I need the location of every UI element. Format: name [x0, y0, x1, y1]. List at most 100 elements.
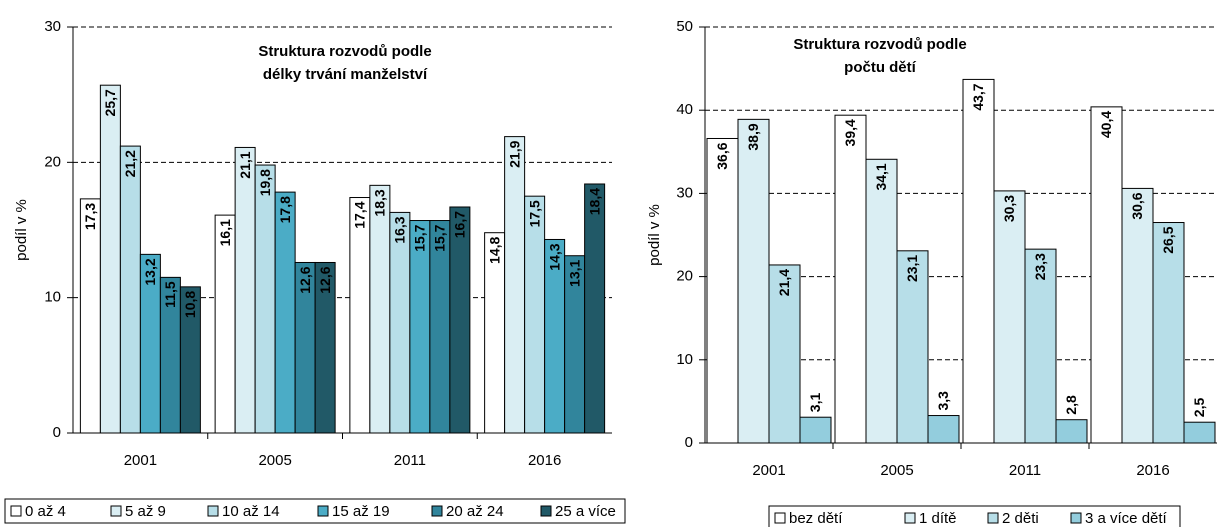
value-label: 15,7: [432, 224, 448, 251]
value-label: 14,8: [486, 236, 502, 263]
x-tick-label: 2011: [1009, 462, 1041, 479]
y-axis-label: podíl v %: [646, 204, 663, 266]
value-label: 16,1: [217, 219, 233, 246]
legend-swatch: [987, 512, 999, 524]
value-label: 3,3: [935, 391, 951, 411]
value-label: 23,1: [904, 255, 920, 282]
bar: [349, 197, 371, 434]
legend-swatch: [540, 505, 552, 517]
legend-swatch: [207, 505, 219, 517]
legend-label: 10 až 14: [222, 503, 280, 520]
chart-title: Struktura rozvodů podle: [793, 36, 966, 53]
value-label: 18,3: [372, 189, 388, 216]
bar: [865, 158, 898, 444]
legend-swatch: [431, 505, 443, 517]
legend-swatch: [904, 512, 916, 524]
value-label: 17,8: [277, 196, 293, 223]
value-label: 40,4: [1098, 111, 1114, 138]
x-tick-label: 2016: [1136, 462, 1169, 479]
bar: [234, 146, 256, 434]
bar: [927, 415, 960, 444]
legend-label: 25 a více: [555, 503, 616, 520]
value-label: 2,8: [1063, 395, 1079, 415]
value-label: 12,6: [297, 266, 313, 293]
bar: [254, 164, 276, 434]
legend-label: 3 a více dětí: [1085, 510, 1168, 527]
bar: [799, 416, 832, 444]
legend-swatch: [10, 505, 22, 517]
legend-label: 15 až 19: [332, 503, 390, 520]
y-tick-label: 50: [676, 18, 693, 35]
y-axis-label: podíl v %: [13, 199, 30, 261]
value-label: 21,9: [506, 140, 522, 167]
legend-label: bez dětí: [789, 510, 843, 527]
bar: [834, 114, 867, 444]
x-tick-label: 2005: [258, 452, 291, 469]
bar: [993, 190, 1026, 444]
value-label: 38,9: [745, 123, 761, 150]
legend-swatch: [317, 505, 329, 517]
value-label: 17,4: [352, 201, 368, 228]
value-label: 43,7: [970, 83, 986, 110]
y-tick-label: 20: [44, 153, 61, 170]
value-label: 36,6: [714, 142, 730, 169]
value-label: 30,3: [1001, 195, 1017, 222]
legend-label: 2 děti: [1002, 510, 1039, 527]
legend-label: 0 až 4: [25, 503, 66, 520]
bar: [1055, 419, 1088, 444]
value-label: 11,5: [162, 281, 178, 308]
x-tick-label: 2016: [528, 452, 561, 469]
value-label: 26,5: [1160, 226, 1176, 253]
x-tick-label: 2001: [752, 462, 785, 479]
legend-label: 1 dítě: [919, 510, 957, 527]
value-label: 21,1: [237, 151, 253, 178]
value-label: 17,5: [526, 200, 542, 227]
bar: [896, 250, 929, 444]
bar: [962, 78, 995, 444]
bar: [214, 214, 236, 434]
chart-title: počtu dětí: [844, 59, 916, 76]
value-label: 34,1: [873, 163, 889, 190]
chart-title: délky trvání manželství: [263, 66, 428, 83]
bar: [706, 137, 739, 444]
y-tick-label: 20: [676, 268, 693, 285]
legend-swatch: [110, 505, 122, 517]
bar: [369, 184, 391, 434]
value-label: 21,2: [122, 150, 138, 177]
bar: [449, 206, 471, 434]
value-label: 13,1: [566, 260, 582, 287]
value-label: 30,6: [1129, 192, 1145, 219]
y-tick-label: 0: [53, 424, 61, 441]
y-tick-label: 10: [676, 351, 693, 368]
bar: [1152, 222, 1185, 444]
bar: [1183, 421, 1216, 444]
bar: [1024, 248, 1057, 444]
legend-swatch: [1070, 512, 1082, 524]
bar: [504, 136, 526, 434]
bar: [1121, 187, 1154, 444]
value-label: 2,5: [1191, 398, 1207, 418]
bar: [737, 118, 770, 444]
value-label: 25,7: [102, 89, 118, 116]
x-tick-label: 2011: [394, 452, 426, 469]
bar: [524, 195, 546, 434]
y-tick-label: 30: [44, 18, 61, 35]
value-label: 13,2: [142, 258, 158, 285]
value-label: 16,7: [452, 211, 468, 238]
legend-label: 20 až 24: [446, 503, 504, 520]
bar: [119, 145, 141, 434]
value-label: 17,3: [82, 203, 98, 230]
bar: [389, 211, 411, 434]
chart-title: Struktura rozvodů podle: [258, 43, 431, 60]
legend-label: 5 až 9: [125, 503, 166, 520]
x-tick-label: 2001: [124, 452, 157, 469]
bar: [99, 84, 121, 434]
y-tick-label: 0: [685, 434, 693, 451]
legend-box: [4, 498, 626, 524]
value-label: 39,4: [842, 119, 858, 146]
legend-swatch: [774, 512, 786, 524]
bar: [1090, 106, 1123, 444]
value-label: 21,4: [776, 269, 792, 296]
